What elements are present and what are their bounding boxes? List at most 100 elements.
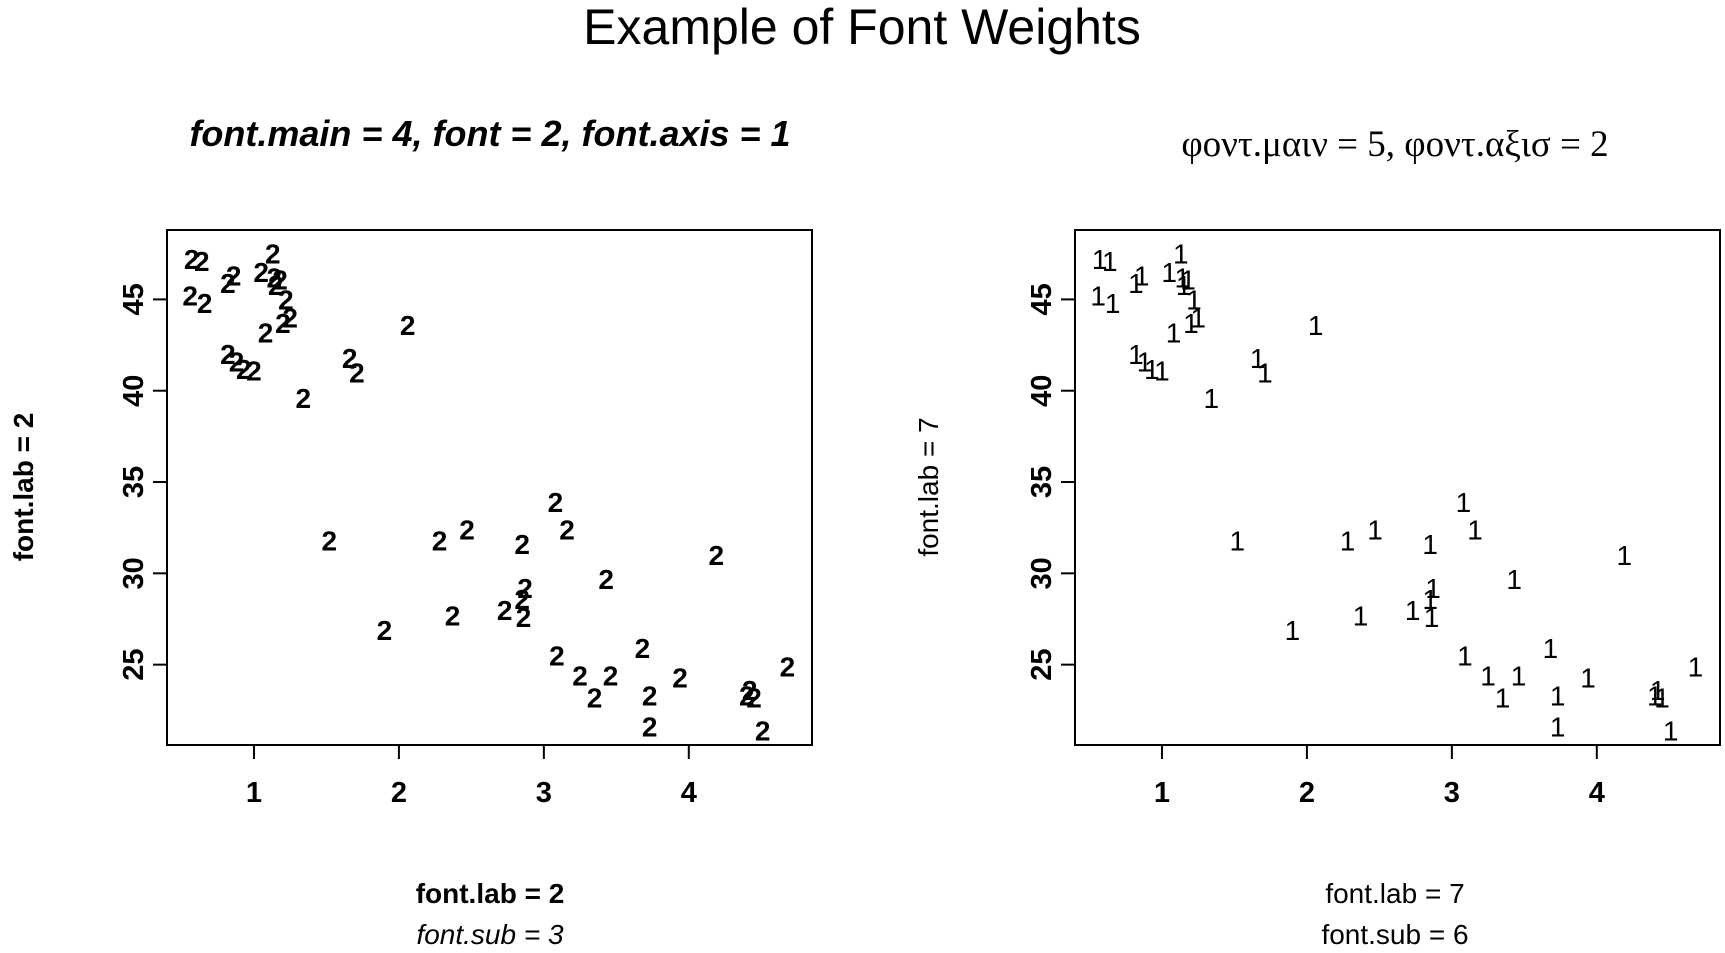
- right-panel-title: φοντ.μαιν = 5, φοντ.αξισ = 2: [1181, 124, 1608, 165]
- left-y-tick-label: 35: [118, 466, 150, 498]
- right-data-point: 1: [1285, 615, 1301, 646]
- left-x-tick-label: 2: [391, 777, 407, 809]
- left-data-point: 2: [246, 356, 262, 387]
- left-x-tick-label: 1: [246, 777, 262, 809]
- left-data-point: 2: [226, 261, 242, 292]
- left-data-point: 2: [266, 262, 282, 293]
- left-y-tick-label: 45: [118, 283, 150, 315]
- right-data-point: 1: [1647, 681, 1663, 712]
- left-plot-frame: [166, 229, 813, 746]
- figure-title: Example of Font Weights: [583, 0, 1141, 55]
- left-data-point: 2: [272, 264, 288, 295]
- left-data-point: 2: [516, 602, 532, 633]
- left-x-axis-label: font.lab = 2: [416, 878, 565, 909]
- right-data-point: 1: [1456, 487, 1472, 518]
- right-data-point: 1: [1506, 564, 1522, 595]
- left-data-point: 2: [755, 715, 771, 746]
- left-data-point: 2: [182, 281, 198, 312]
- left-data-point: 2: [642, 681, 658, 712]
- right-data-point: 1: [1663, 715, 1679, 746]
- left-data-point: 2: [278, 284, 294, 315]
- left-x-tick-label: 3: [536, 777, 552, 809]
- left-data-point: 2: [445, 600, 461, 631]
- right-data-point: 1: [1166, 317, 1182, 348]
- left-data-point: 2: [598, 564, 614, 595]
- left-data-point: 2: [197, 288, 213, 319]
- right-data-point: 1: [1190, 303, 1206, 334]
- right-y-tick-label: 45: [1026, 283, 1058, 315]
- right-data-point: 1: [1480, 661, 1496, 692]
- right-data-point: 1: [1425, 573, 1441, 604]
- left-scatter-panel: font.main = 4, font = 2, font.axis = 1 1…: [8, 113, 813, 950]
- left-data-point: 2: [497, 595, 513, 626]
- right-data-point: 1: [1543, 633, 1559, 664]
- left-data-point: 2: [603, 661, 619, 692]
- right-data-point: 1: [1161, 257, 1177, 288]
- right-plot-frame: [1074, 229, 1721, 746]
- left-data-point: 2: [642, 712, 658, 743]
- left-data-point: 2: [220, 268, 236, 299]
- right-y-tick-label: 25: [1026, 649, 1058, 681]
- right-data-point: 1: [1617, 540, 1633, 571]
- right-data-point: 1: [1176, 270, 1192, 301]
- left-data-point: 2: [635, 633, 651, 664]
- left-data-point: 2: [184, 244, 200, 275]
- left-axis-ticks: 1 2 3 4 25 30 35 40 45: [118, 283, 697, 809]
- right-data-point: 1: [1174, 262, 1190, 293]
- right-x-tick-label: 2: [1299, 777, 1315, 809]
- left-data-point: 2: [282, 303, 298, 334]
- left-y-tick-label: 40: [118, 375, 150, 407]
- right-data-point: 1: [1457, 641, 1473, 672]
- left-data-point: 2: [220, 339, 236, 370]
- right-x-tick-label: 4: [1589, 777, 1605, 809]
- right-data-point: 1: [1654, 683, 1670, 714]
- left-data-point: 2: [514, 529, 530, 560]
- right-data-point: 1: [1154, 356, 1170, 387]
- left-y-tick-label: 30: [118, 557, 150, 589]
- right-data-point: 1: [1105, 288, 1121, 319]
- left-data-point: 2: [229, 346, 245, 377]
- right-y-tick-label: 40: [1026, 375, 1058, 407]
- right-data-point: 1: [1203, 383, 1219, 414]
- left-data-point: 2: [559, 515, 575, 546]
- left-data-point: 2: [400, 310, 416, 341]
- left-y-tick-label: 25: [118, 649, 150, 681]
- left-data-point: 2: [275, 308, 291, 339]
- right-data-point: 1: [1090, 281, 1106, 312]
- right-data-point: 1: [1550, 681, 1566, 712]
- left-data-point: 2: [514, 584, 530, 615]
- right-data-point: 1: [1424, 602, 1440, 633]
- left-data-point: 2: [572, 661, 588, 692]
- right-y-axis-label: font.lab = 7: [913, 417, 944, 556]
- right-data-point: 1: [1308, 310, 1324, 341]
- left-data-point: 2: [549, 641, 565, 672]
- right-subtitle: font.sub = 6: [1321, 919, 1468, 950]
- left-data-point: 2: [459, 515, 475, 546]
- right-data-point: 1: [1422, 584, 1438, 615]
- left-data-point: 2: [739, 681, 755, 712]
- right-data-point: 1: [1128, 268, 1144, 299]
- right-data-point: 1: [1102, 246, 1118, 277]
- right-data-point: 1: [1092, 244, 1108, 275]
- right-data-point: 1: [1250, 343, 1266, 374]
- right-data-point: 1: [1180, 264, 1196, 295]
- left-panel-title: font.main = 4, font = 2, font.axis = 1: [189, 113, 790, 154]
- left-data-point: 2: [258, 317, 274, 348]
- left-data-point: 2: [377, 615, 393, 646]
- right-data-point: 1: [1580, 662, 1596, 693]
- left-data-point: 2: [236, 354, 252, 385]
- right-data-point: 1: [1688, 651, 1704, 682]
- left-data-point: 2: [780, 651, 796, 682]
- right-data-point: 1: [1511, 661, 1527, 692]
- right-x-tick-label: 3: [1444, 777, 1460, 809]
- right-data-point: 1: [1340, 525, 1356, 556]
- left-data-point: 2: [742, 675, 758, 706]
- left-data-point: 2: [194, 246, 210, 277]
- right-data-point: 1: [1550, 712, 1566, 743]
- right-data-point: 1: [1186, 284, 1202, 315]
- left-data-point: 2: [349, 357, 365, 388]
- left-data-point: 2: [672, 662, 688, 693]
